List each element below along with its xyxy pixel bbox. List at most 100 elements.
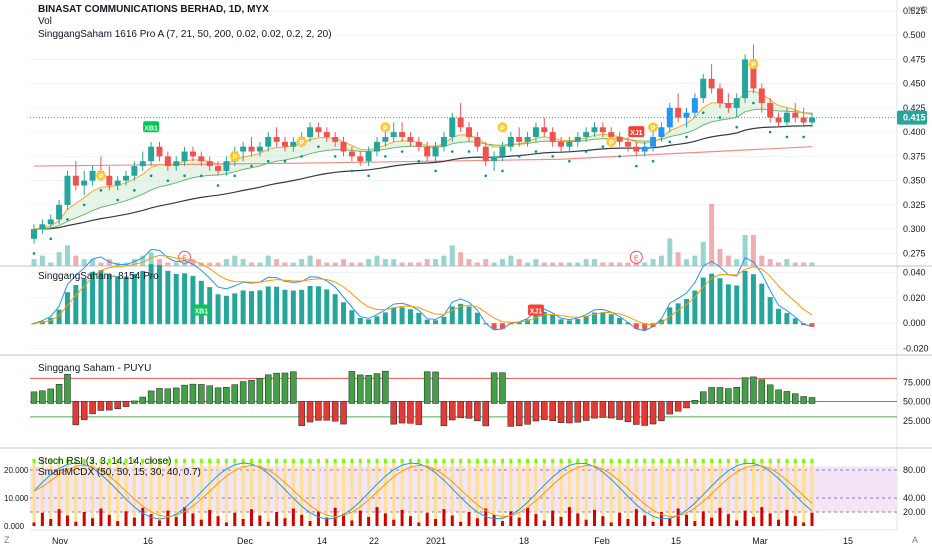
- mcdx-red-bar: [810, 512, 814, 526]
- p-marker-circle-3: [380, 122, 391, 133]
- mcdx-green-top: [634, 458, 638, 463]
- panel3-bar: [147, 390, 155, 404]
- mcdx-red-bar: [166, 510, 170, 526]
- mcdx-green-top: [576, 458, 580, 463]
- panel2-hist-bar: [240, 290, 246, 325]
- panel2-hist-bar: [182, 273, 188, 325]
- mcdx-green-top: [116, 458, 120, 463]
- panel2-hist-bar: [341, 302, 347, 325]
- volume-bar: [240, 259, 246, 266]
- mcdx-red-bar: [82, 512, 86, 526]
- last-price-label: 0.415: [903, 113, 926, 123]
- mcdx-bg-bar: [526, 463, 530, 526]
- mcdx-red-bar: [174, 516, 178, 526]
- volume-bar: [441, 255, 447, 266]
- candle-body: [675, 107, 682, 118]
- panel2-hist-bar: [173, 274, 179, 325]
- volume-bar: [633, 262, 639, 266]
- volume-bar: [223, 259, 229, 266]
- parabolic-sar-dot: [384, 155, 387, 158]
- parabolic-sar-dot: [668, 140, 672, 144]
- panel3-bar: [440, 401, 448, 427]
- volume-bar: [341, 259, 347, 266]
- parabolic-sar-dot: [685, 135, 688, 139]
- panel2-hist-bar: [767, 297, 773, 325]
- volume-bar: [299, 259, 305, 266]
- volume-bar: [684, 259, 690, 266]
- mcdx-bg-bar: [316, 463, 320, 526]
- mcdx-bg-bar: [291, 463, 295, 526]
- mcdx-bg-bar: [383, 463, 387, 526]
- panel3-bar: [641, 401, 648, 426]
- mcdx-bg-bar: [191, 463, 195, 526]
- mcdx-green-top: [258, 458, 262, 463]
- panel3-bar: [30, 391, 38, 404]
- candle-body: [566, 141, 573, 147]
- panel2-hist-bar: [148, 264, 154, 325]
- mcdx-bg-bar: [425, 463, 429, 526]
- volume-bar: [324, 262, 330, 266]
- mcdx-green-top: [751, 458, 755, 463]
- mcdx-red-bar: [643, 515, 647, 526]
- volume-bar: [717, 248, 723, 266]
- candle-body: [173, 161, 180, 167]
- parabolic-sar-dot: [501, 169, 504, 173]
- panel3-bar: [474, 401, 481, 422]
- panel2-hist-bar: [566, 320, 572, 325]
- volume-bar: [591, 259, 597, 266]
- mcdx-red-bar: [183, 507, 187, 526]
- mcdx-bg-bar: [216, 463, 220, 526]
- mcdx-green-top: [191, 458, 195, 463]
- candle-body: [733, 98, 740, 108]
- indicator-legend: SinggangSaham 1616 Pro A (7, 21, 50, 200…: [38, 29, 332, 40]
- candle-body: [641, 146, 648, 152]
- mcdx-red-bar: [233, 512, 237, 526]
- corner-right-button[interactable]: A: [911, 535, 918, 545]
- panel3-bar: [382, 370, 389, 404]
- panel3-bar: [808, 397, 816, 404]
- mcdx-red-bar: [408, 516, 412, 526]
- mcdx-red-bar: [57, 509, 61, 526]
- panel2-hist-bar: [131, 273, 137, 325]
- p-marker-4: P: [500, 125, 505, 132]
- panel2-hist-bar: [165, 270, 171, 325]
- volume-bar: [809, 262, 815, 266]
- panel2-hist-bar: [491, 323, 497, 330]
- candle-body: [633, 146, 640, 152]
- panel3-bar: [323, 401, 331, 421]
- candle-body: [365, 151, 372, 162]
- mcdx-red-bar: [626, 519, 630, 526]
- candle-body: [348, 151, 355, 157]
- parabolic-sar-dot: [584, 150, 588, 153]
- candle-body: [449, 117, 456, 137]
- volume-bar: [642, 262, 648, 266]
- mcdx-green-top: [693, 458, 697, 463]
- parabolic-sar-dot: [735, 125, 739, 129]
- candle-body: [516, 136, 523, 142]
- panel2-tick: 0.040: [903, 267, 926, 277]
- panel2-hist-bar: [458, 303, 464, 325]
- mcdx-red-bar: [526, 507, 530, 526]
- corner-left-button[interactable]: Z: [4, 535, 10, 545]
- mcdx-green-top: [567, 458, 571, 463]
- mcdx-bg-bar: [367, 463, 371, 526]
- candle-body: [223, 161, 230, 171]
- volume-bar: [650, 259, 656, 266]
- panel3-bar: [331, 401, 339, 422]
- mcdx-red-bar: [743, 510, 747, 526]
- panel2-hist-bar: [591, 312, 597, 325]
- mcdx-bg-bar: [718, 463, 722, 526]
- panel2-hist-bar: [433, 320, 439, 325]
- x-axis-tick: 18: [519, 536, 529, 546]
- panel2-hist-bar: [98, 270, 104, 325]
- mcdx-green-top: [810, 458, 814, 463]
- panel4-label2: SmartMCDX (50, 50, 15, 30, 40, 0.7): [38, 467, 201, 478]
- ema21-line: [33, 108, 813, 230]
- panel2-slow-line: [33, 254, 813, 326]
- panel2-hist-bar: [658, 319, 664, 325]
- x-axis-tick: 2021: [426, 536, 446, 546]
- p-marker-0: P: [99, 174, 104, 181]
- mcdx-bg-bar: [659, 463, 663, 526]
